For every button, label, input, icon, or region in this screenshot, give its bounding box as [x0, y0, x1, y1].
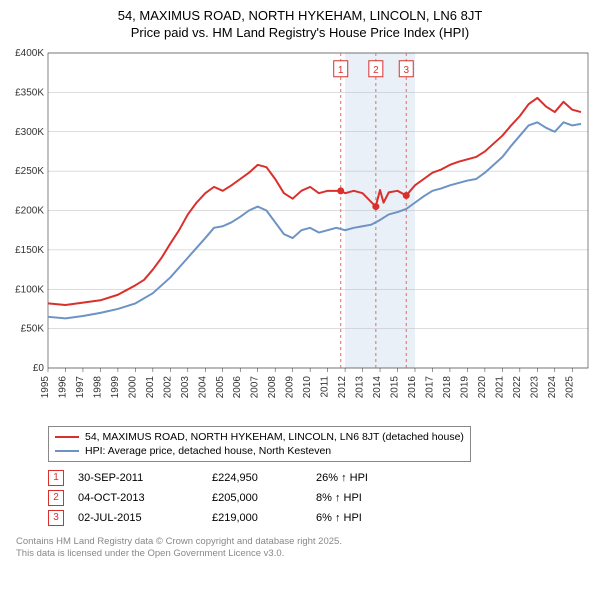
svg-text:2007: 2007 [250, 375, 261, 398]
sale-pct: 8% ↑ HPI [316, 492, 426, 504]
svg-text:2005: 2005 [215, 375, 226, 398]
svg-text:£200K: £200K [15, 205, 44, 216]
svg-text:£150K: £150K [15, 245, 44, 256]
svg-text:2004: 2004 [197, 375, 208, 398]
svg-text:2018: 2018 [442, 375, 453, 398]
sales-table: 1 30-SEP-2011 £224,950 26% ↑ HPI 2 04-OCT-201… [48, 468, 592, 528]
svg-text:2008: 2008 [267, 375, 278, 398]
svg-text:£400K: £400K [15, 48, 44, 59]
svg-text:1995: 1995 [40, 375, 51, 398]
sale-pct: 26% ↑ HPI [316, 472, 426, 484]
chart-svg: £0 £50K £100K £150K £200K £250K £300K £350K £400… [8, 48, 592, 418]
title-line-1: 54, MAXIMUS ROAD, NORTH HYKEHAM, LINCOLN… [8, 8, 592, 25]
sale-date: 30-SEP-2011 [78, 472, 198, 484]
footer-line-2: This data is licensed under the Open Gov… [16, 548, 592, 560]
svg-text:2003: 2003 [180, 375, 191, 398]
chart-area: £0 £50K £100K £150K £200K £250K £300K £350K £400… [8, 48, 592, 418]
svg-text:2014: 2014 [372, 375, 383, 398]
sale-marker: 1 [48, 470, 64, 486]
sale-price: £219,000 [212, 512, 302, 524]
sale-row: 3 02-JUL-2015 £219,000 6% ↑ HPI [48, 508, 592, 528]
svg-text:2025: 2025 [564, 375, 575, 398]
svg-text:2021: 2021 [494, 375, 505, 398]
svg-text:2002: 2002 [162, 375, 173, 398]
legend-label: HPI: Average price, detached house, Nort… [85, 445, 331, 457]
svg-text:2006: 2006 [232, 375, 243, 398]
svg-text:2: 2 [373, 65, 379, 76]
legend-swatch [55, 436, 79, 438]
svg-text:£350K: £350K [15, 87, 44, 98]
legend-swatch [55, 450, 79, 452]
svg-text:1997: 1997 [75, 375, 86, 398]
svg-text:2022: 2022 [512, 375, 523, 398]
svg-text:2001: 2001 [145, 375, 156, 398]
svg-text:£0: £0 [33, 363, 45, 374]
sale-row: 2 04-OCT-2013 £205,000 8% ↑ HPI [48, 488, 592, 508]
svg-text:£50K: £50K [21, 323, 45, 334]
sale-price: £205,000 [212, 492, 302, 504]
sale-row: 1 30-SEP-2011 £224,950 26% ↑ HPI [48, 468, 592, 488]
license-footer: Contains HM Land Registry data © Crown c… [16, 536, 592, 561]
legend-label: 54, MAXIMUS ROAD, NORTH HYKEHAM, LINCOLN… [85, 431, 464, 443]
svg-text:2020: 2020 [477, 375, 488, 398]
svg-text:2011: 2011 [320, 375, 331, 397]
sale-pct: 6% ↑ HPI [316, 512, 426, 524]
svg-text:1999: 1999 [110, 375, 121, 398]
svg-text:2010: 2010 [302, 375, 313, 398]
svg-text:2012: 2012 [337, 375, 348, 398]
svg-text:2000: 2000 [127, 375, 138, 398]
sale-marker: 3 [48, 510, 64, 526]
svg-text:3: 3 [403, 65, 409, 76]
svg-text:1996: 1996 [57, 375, 68, 398]
svg-text:1998: 1998 [92, 375, 103, 398]
sale-date: 02-JUL-2015 [78, 512, 198, 524]
svg-text:2009: 2009 [285, 375, 296, 398]
svg-text:£250K: £250K [15, 166, 44, 177]
legend-item: 54, MAXIMUS ROAD, NORTH HYKEHAM, LINCOLN… [55, 430, 464, 444]
sale-marker: 2 [48, 490, 64, 506]
chart-title: 54, MAXIMUS ROAD, NORTH HYKEHAM, LINCOLN… [8, 8, 592, 42]
svg-text:1: 1 [338, 65, 344, 76]
svg-text:2024: 2024 [547, 375, 558, 398]
svg-text:2019: 2019 [459, 375, 470, 398]
svg-text:2016: 2016 [407, 375, 418, 398]
sale-date: 04-OCT-2013 [78, 492, 198, 504]
svg-text:2013: 2013 [355, 375, 366, 398]
svg-text:2023: 2023 [529, 375, 540, 398]
legend: 54, MAXIMUS ROAD, NORTH HYKEHAM, LINCOLN… [48, 426, 471, 462]
svg-text:2015: 2015 [390, 375, 401, 398]
footer-line-1: Contains HM Land Registry data © Crown c… [16, 536, 592, 548]
svg-text:£300K: £300K [15, 127, 44, 138]
svg-text:£100K: £100K [15, 284, 44, 295]
sale-price: £224,950 [212, 472, 302, 484]
title-line-2: Price paid vs. HM Land Registry's House … [8, 25, 592, 42]
svg-text:2017: 2017 [424, 375, 435, 398]
legend-item: HPI: Average price, detached house, Nort… [55, 444, 464, 458]
